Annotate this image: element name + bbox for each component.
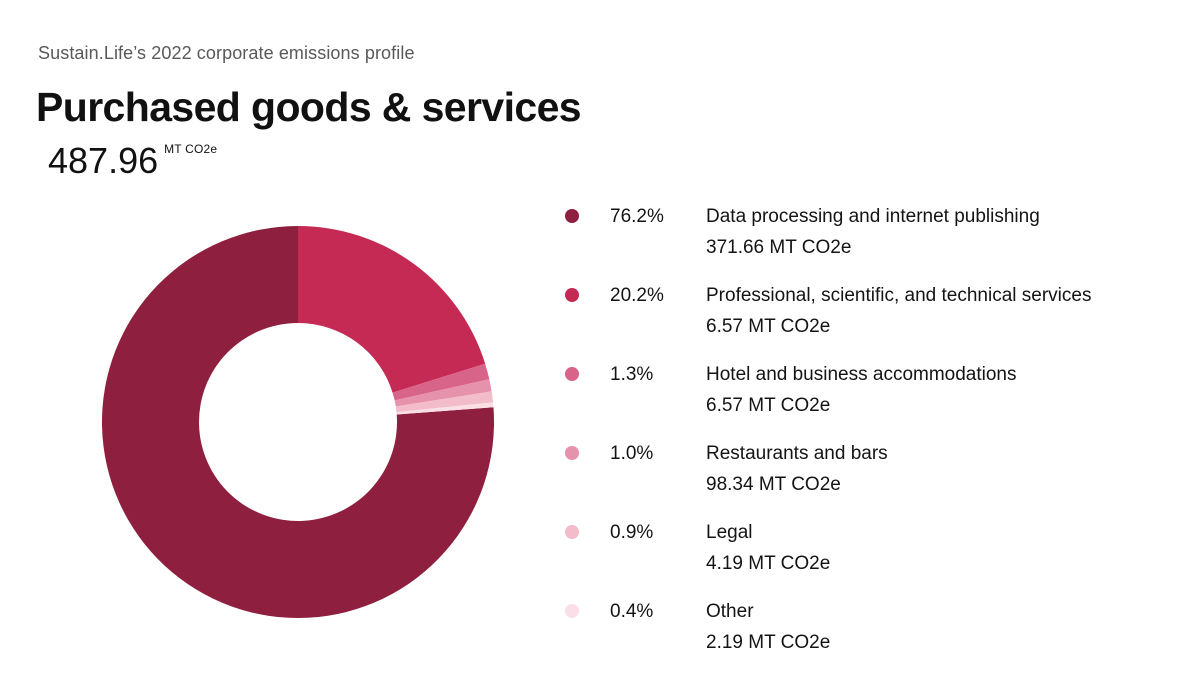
legend-amount: 6.57 MT CO2e	[706, 316, 831, 337]
legend-percent: 20.2%	[610, 285, 664, 306]
legend-label: Legal	[706, 522, 753, 543]
legend-percent: 0.9%	[610, 522, 654, 543]
legend-amount: 2.19 MT CO2e	[706, 632, 831, 653]
legend-label: Restaurants and bars	[706, 443, 888, 464]
legend-amount: 4.19 MT CO2e	[706, 553, 831, 574]
legend-percent: 1.0%	[610, 443, 654, 464]
legend-item: 0.4% Other 2.19 MT CO2e	[565, 596, 1091, 658]
donut-slice	[298, 225, 486, 393]
page-title: Purchased goods & services	[36, 84, 582, 130]
donut-slice	[394, 379, 492, 407]
legend-percent: 0.4%	[610, 601, 654, 622]
total-emissions: 487.96 MT CO2e	[48, 140, 217, 182]
legend-color-dot	[565, 525, 579, 539]
total-value: 487.96	[48, 140, 159, 181]
legend-label: Data processing and internet publishing	[706, 206, 1040, 227]
legend-item: 76.2% Data processing and internet publi…	[565, 201, 1091, 263]
donut-slice	[101, 225, 495, 619]
legend-color-dot	[565, 209, 579, 223]
legend-color-dot	[565, 604, 579, 618]
legend-amount: 371.66 MT CO2e	[706, 237, 852, 258]
legend-item: 1.3% Hotel and business accommodations 6…	[565, 359, 1091, 421]
legend-item: 1.0% Restaurants and bars 98.34 MT CO2e	[565, 438, 1091, 500]
legend: 76.2% Data processing and internet publi…	[565, 201, 1091, 658]
legend-label: Hotel and business accommodations	[706, 364, 1017, 385]
legend-item: 20.2% Professional, scientific, and tech…	[565, 280, 1091, 342]
legend-amount: 98.34 MT CO2e	[706, 474, 841, 495]
legend-amount: 6.57 MT CO2e	[706, 395, 831, 416]
legend-item: 0.9% Legal 4.19 MT CO2e	[565, 517, 1091, 579]
legend-percent: 1.3%	[610, 364, 654, 385]
legend-label: Other	[706, 601, 754, 622]
legend-color-dot	[565, 288, 579, 302]
report-subtitle: Sustain.Life’s 2022 corporate emissions …	[38, 43, 415, 63]
donut-slice	[395, 391, 494, 413]
donut-chart	[101, 225, 495, 619]
legend-label: Professional, scientific, and technical …	[706, 285, 1092, 306]
legend-percent: 76.2%	[610, 206, 664, 227]
legend-color-dot	[565, 367, 579, 381]
total-unit: MT CO2e	[164, 142, 218, 156]
legend-color-dot	[565, 446, 579, 460]
donut-slice	[392, 363, 490, 401]
donut-slice	[396, 402, 494, 415]
